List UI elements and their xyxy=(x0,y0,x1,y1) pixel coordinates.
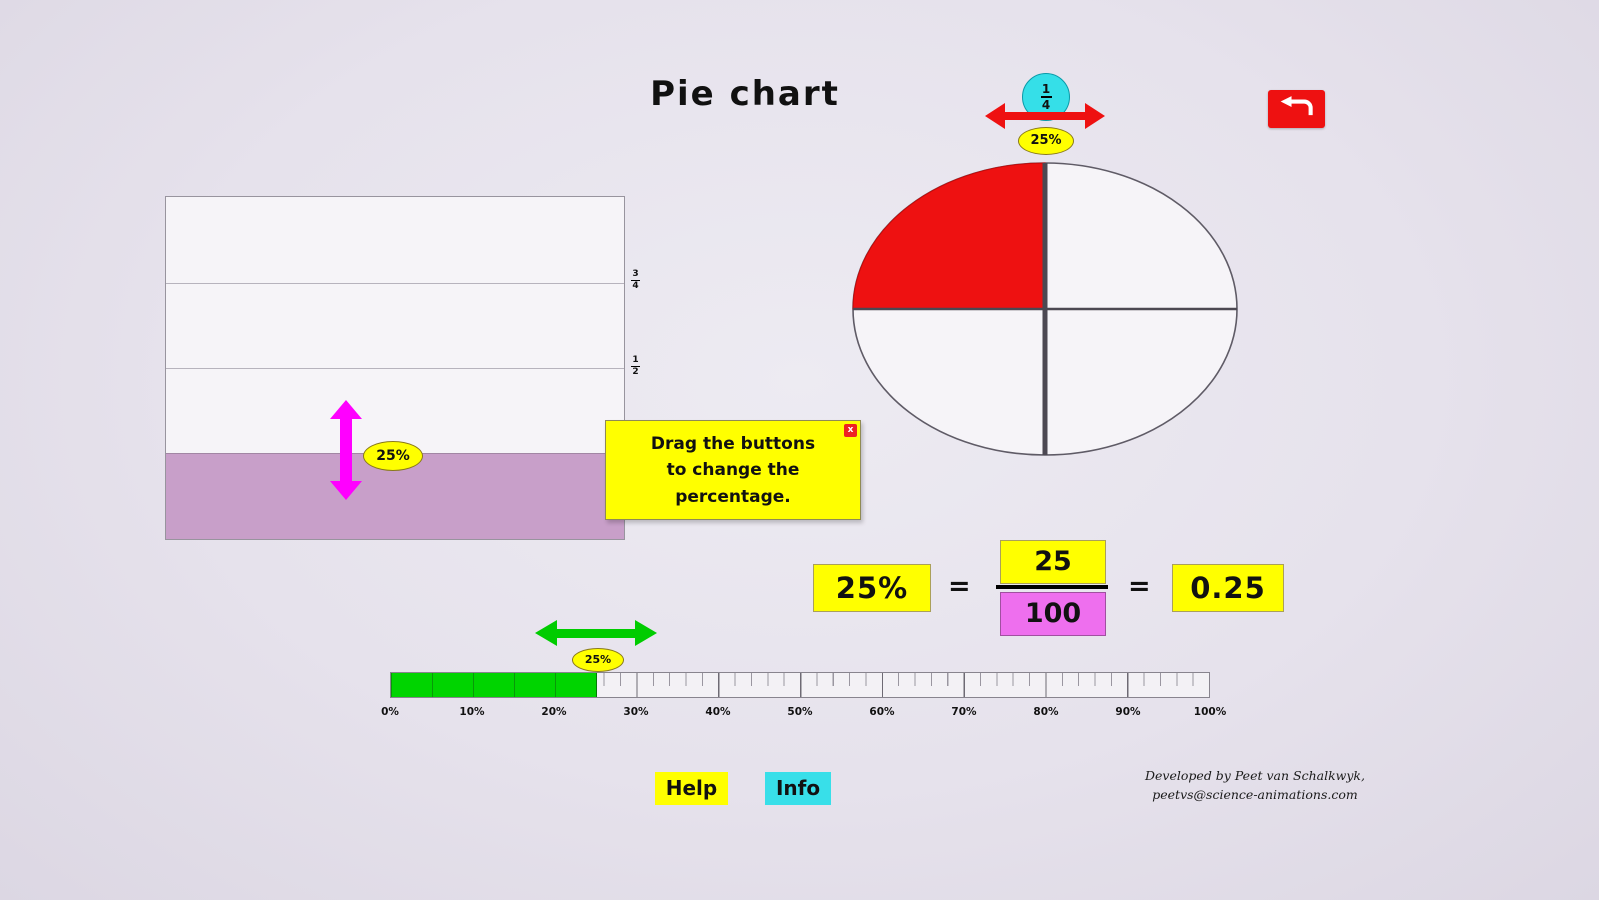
help-button[interactable]: Help xyxy=(655,772,728,805)
slider-tick-label: 30% xyxy=(623,706,649,718)
info-button[interactable]: Info xyxy=(765,772,831,805)
slider-tick-label: 10% xyxy=(459,706,485,718)
slider-tick-label: 90% xyxy=(1115,706,1141,718)
slider-tick-label: 50% xyxy=(787,706,813,718)
fraction-bar xyxy=(996,585,1108,589)
equation-decimal-value: 0.25 xyxy=(1172,564,1284,612)
pie-slice-25 xyxy=(852,162,1046,310)
bar-drag-vertical-arrow-icon[interactable] xyxy=(327,400,365,504)
pie-drag-horizontal-arrow-icon[interactable] xyxy=(985,101,1105,135)
tooltip-close-button[interactable]: x xyxy=(844,424,857,437)
instruction-tooltip: Drag the buttons to change the percentag… xyxy=(605,420,861,520)
slider-tick-label: 70% xyxy=(951,706,977,718)
slider-tick-label: 100% xyxy=(1193,706,1227,718)
back-button[interactable] xyxy=(1268,90,1325,128)
slider-tick-label: 20% xyxy=(541,706,567,718)
tooltip-line: Drag the buttons xyxy=(650,434,816,454)
slider-tick-label: 80% xyxy=(1033,706,1059,718)
slider-tick-label: 60% xyxy=(869,706,895,718)
bar-percent-drag-button[interactable]: 25% xyxy=(363,441,423,471)
gridline-75 xyxy=(166,282,624,284)
slider-tick-label: 0% xyxy=(381,706,399,718)
developer-credits: Developed by Peet van Schalkwyk, peetvs@… xyxy=(1100,767,1410,805)
return-arrow-icon xyxy=(1277,94,1317,124)
tooltip-line: to change the xyxy=(666,460,800,481)
percent-ruler-track xyxy=(390,672,1210,698)
credits-line-2: peetvs@science-animations.com xyxy=(1152,786,1358,802)
bar-chart-container xyxy=(165,196,625,540)
equation-percent-value: 25% xyxy=(813,564,931,612)
one-quarter-fraction: 1 4 xyxy=(1040,82,1052,112)
gridline-label-three-quarters: 3 4 xyxy=(631,269,640,291)
gridline-50 xyxy=(166,368,624,369)
slider-drag-horizontal-arrow-icon[interactable] xyxy=(535,619,657,651)
page-title: Pie chart xyxy=(650,74,840,114)
pie-chart xyxy=(852,162,1238,456)
tooltip-line: percentage. xyxy=(675,486,791,507)
ruler-green-fill-25 xyxy=(391,673,597,697)
equation-fraction-denominator: 100 xyxy=(1000,592,1106,636)
slider-tick-labels: 0% 10% 20% 30% 40% 50% 60% 70% 80% 90% 100% xyxy=(381,706,1226,720)
pie-percent-drag-button[interactable]: 25% xyxy=(1018,127,1074,155)
credits-line-1: Developed by Peet van Schalkwyk, xyxy=(1145,768,1365,783)
equation-fraction-numerator: 25 xyxy=(1000,540,1106,584)
slider-tick-label: 40% xyxy=(705,706,731,718)
slider-percent-drag-button[interactable]: 25% xyxy=(572,648,624,672)
gridline-label-one-half: 1 2 xyxy=(631,355,640,377)
equals-sign: = xyxy=(948,571,971,602)
equals-sign: = xyxy=(1128,571,1151,602)
